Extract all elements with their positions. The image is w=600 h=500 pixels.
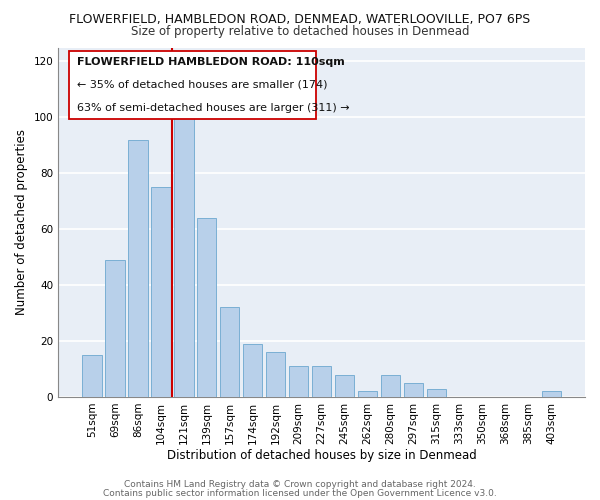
Bar (358, 392, 377, 397)
Bar (312, 366, 331, 397)
Text: Contains public sector information licensed under the Open Government Licence v3: Contains public sector information licen… (103, 488, 497, 498)
Bar (243, 344, 262, 397)
Text: FLOWERFIELD HAMBLEDON ROAD: 110sqm: FLOWERFIELD HAMBLEDON ROAD: 110sqm (77, 58, 344, 68)
Text: Contains HM Land Registry data © Crown copyright and database right 2024.: Contains HM Land Registry data © Crown c… (124, 480, 476, 489)
Bar (266, 352, 286, 397)
Bar (289, 366, 308, 397)
FancyBboxPatch shape (69, 51, 316, 119)
Bar (197, 218, 217, 397)
Bar (128, 140, 148, 397)
Bar (542, 392, 561, 397)
Text: ← 35% of detached houses are smaller (174): ← 35% of detached houses are smaller (17… (77, 80, 327, 90)
Bar (105, 260, 125, 397)
Bar (381, 374, 400, 397)
Bar (404, 383, 423, 397)
Bar (82, 355, 101, 397)
X-axis label: Distribution of detached houses by size in Denmead: Distribution of detached houses by size … (167, 450, 476, 462)
Text: Size of property relative to detached houses in Denmead: Size of property relative to detached ho… (131, 25, 469, 38)
Bar (335, 374, 355, 397)
Bar (151, 188, 170, 397)
Text: 63% of semi-detached houses are larger (311) →: 63% of semi-detached houses are larger (… (77, 102, 349, 113)
Text: FLOWERFIELD, HAMBLEDON ROAD, DENMEAD, WATERLOOVILLE, PO7 6PS: FLOWERFIELD, HAMBLEDON ROAD, DENMEAD, WA… (70, 12, 530, 26)
Bar (220, 308, 239, 397)
Bar (174, 118, 194, 397)
Bar (427, 388, 446, 397)
Y-axis label: Number of detached properties: Number of detached properties (15, 129, 28, 315)
